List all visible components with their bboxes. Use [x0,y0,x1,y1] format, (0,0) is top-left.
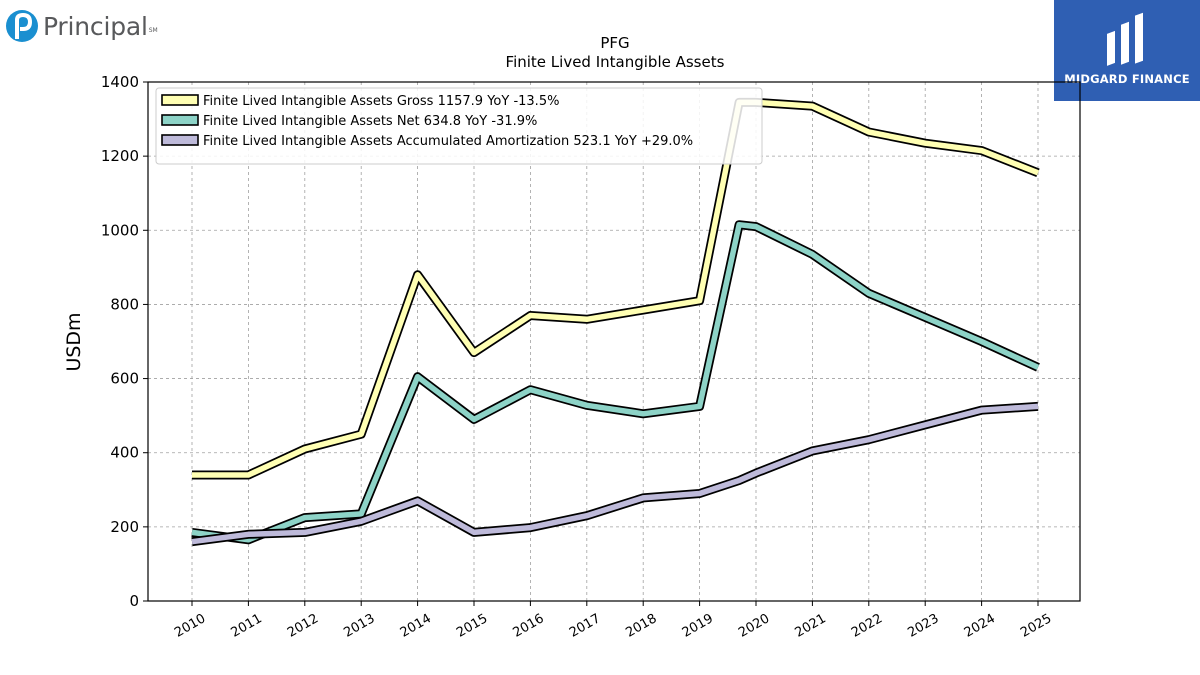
x-tick-label: 2012 [285,611,321,641]
series-layer [191,97,1040,547]
legend-swatch [161,114,199,126]
y-tick-label: 1000 [101,221,139,239]
series-line-outline [191,220,1040,545]
x-tick-label: 2010 [172,611,208,641]
plot-frame [147,81,1081,602]
x-axis: 2010 2011 2012 2013 2014 2015 2016 2017 2018 2019… [172,601,1054,641]
x-tick-label: 2025 [1018,611,1054,641]
x-tick-label: 2011 [229,611,265,641]
x-tick-label: 2014 [398,611,434,641]
midgard-logo: MIDGARD FINANCE [1054,0,1200,101]
y-axis: 0 200 400 600 800 1000 1200 1400 [101,73,148,610]
series-line [191,403,1039,545]
x-tick-label: 2015 [454,611,490,641]
y-tick-label: 0 [129,592,139,610]
y-tick-label: 600 [110,370,139,388]
x-tick-label: 2017 [567,611,603,641]
legend-label: Finite Lived Intangible Assets Gross 115… [203,94,559,109]
chart-title: PFG [600,34,629,52]
y-tick-label: 1200 [101,147,139,165]
principal-logo-icon [6,10,38,42]
midgard-logo-icon [1107,12,1143,66]
x-tick-label: 2023 [905,611,941,641]
x-tick-label: 2022 [849,611,885,641]
x-tick-label: 2020 [736,611,772,641]
x-tick-label: 2016 [511,611,547,641]
midgard-logo-text: MIDGARD FINANCE [1064,72,1190,86]
x-tick-label: 2024 [962,611,998,641]
y-tick-label: 400 [110,444,139,462]
y-tick-label: 1400 [101,73,139,91]
x-tick-label: 2018 [623,611,659,641]
y-axis-label: USDm [63,312,85,371]
legend-label: Finite Lived Intangible Assets Net 634.8… [203,114,537,129]
legend-swatch [161,134,199,146]
legend-box [155,87,763,165]
legend-swatch [161,94,199,106]
principal-logo-sm: SM [148,26,158,34]
x-tick-label: 2013 [341,611,377,641]
legend-label: Finite Lived Intangible Assets Accumulat… [203,134,693,149]
x-tick-label: 2021 [793,611,829,641]
principal-logo-text: Principal [43,11,148,41]
series-line [191,221,1040,543]
chart-subtitle: Finite Lived Intangible Assets [506,53,725,71]
legend: Finite Lived Intangible Assets Gross 115… [155,87,763,165]
series-line [192,99,1040,478]
y-tick-label: 800 [110,295,139,313]
y-tick-label: 200 [110,518,139,536]
x-tick-label: 2019 [680,611,716,641]
principal-logo: Principal SM [4,4,164,48]
